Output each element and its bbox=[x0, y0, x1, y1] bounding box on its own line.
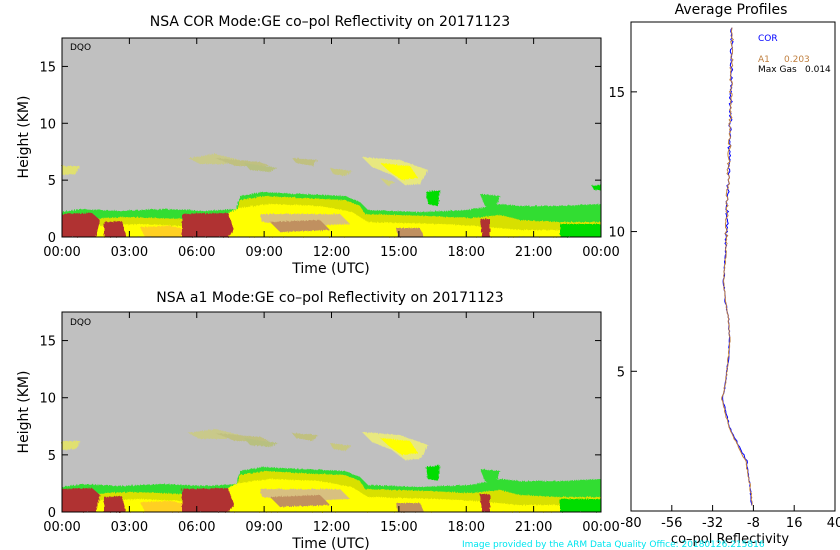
a1-x-tick-label: 06:00 bbox=[178, 520, 215, 535]
cor-x-tick-label: 00:00 bbox=[582, 245, 619, 260]
cor-panel: NSA COR Mode:GE co–pol Reflectivity on 2… bbox=[16, 14, 620, 277]
profile-plot-frame bbox=[630, 21, 836, 512]
profile-y-tick-label: 5 bbox=[617, 365, 625, 380]
cor-x-tick-label: 18:00 bbox=[448, 245, 485, 260]
profile-x-tick-label: -56 bbox=[661, 516, 682, 531]
a1-y-tick-label: 10 bbox=[39, 392, 56, 407]
profile-x-tick-label: -8 bbox=[747, 516, 760, 531]
a1-x-tick-label: 18:00 bbox=[448, 520, 485, 535]
profile-lines bbox=[721, 27, 753, 506]
a1-x-tick-label: 00:00 bbox=[582, 520, 619, 535]
a1-x-tick-label: 00:00 bbox=[43, 520, 80, 535]
a1-x-label: Time (UTC) bbox=[291, 536, 369, 550]
profile-y-tick-label: 10 bbox=[608, 226, 625, 241]
a1-title: NSA a1 Mode:GE co–pol Reflectivity on 20… bbox=[156, 290, 503, 306]
a1-y-tick-label: 15 bbox=[39, 335, 56, 350]
profile-x-tick-label: 16 bbox=[786, 516, 803, 531]
a1-echo-field bbox=[62, 429, 601, 512]
legend-a1-value: 0.203 bbox=[784, 55, 810, 65]
a1-y-tick-label: 0 bbox=[48, 506, 56, 521]
cor-y-axis: 0 5 10 15 bbox=[39, 60, 601, 246]
cor-title: NSA COR Mode:GE co–pol Reflectivity on 2… bbox=[150, 14, 510, 30]
cor-x-tick-label: 09:00 bbox=[245, 245, 282, 260]
legend-a1-label: A1 bbox=[758, 55, 770, 65]
a1-y-tick-label: 5 bbox=[48, 449, 56, 464]
cor-y-label: Height (KM) bbox=[16, 96, 32, 179]
profile-x-tick-label: 40 bbox=[827, 516, 840, 531]
profile-series-a1 bbox=[721, 27, 753, 506]
a1-y-axis: 0 5 10 15 bbox=[39, 335, 601, 521]
a1-x-tick-label: 03:00 bbox=[111, 520, 148, 535]
profile-title: Average Profiles bbox=[675, 2, 788, 18]
cor-x-label: Time (UTC) bbox=[291, 261, 369, 277]
profile-x-tick-label: -80 bbox=[620, 516, 641, 531]
a1-x-tick-label: 12:00 bbox=[313, 520, 350, 535]
cor-x-tick-label: 00:00 bbox=[43, 245, 80, 260]
cor-y-tick-label: 10 bbox=[39, 117, 56, 132]
legend-maxgas-label: Max Gas bbox=[758, 65, 797, 75]
profile-y-tick-label: 15 bbox=[608, 86, 625, 101]
cor-x-tick-label: 06:00 bbox=[178, 245, 215, 260]
cor-y-tick-label: 0 bbox=[48, 231, 56, 246]
credit-text: Image provided by the ARM Data Quality O… bbox=[462, 540, 765, 550]
cor-x-tick-label: 21:00 bbox=[515, 245, 552, 260]
a1-panel: NSA a1 Mode:GE co–pol Reflectivity on 20… bbox=[16, 290, 620, 550]
cor-y-tick-label: 5 bbox=[48, 174, 56, 189]
cor-x-axis: 00:00 03:00 06:00 09:00 12:00 15:00 18:00 21:00… bbox=[43, 38, 620, 260]
profile-x-axis: -80 -56 -32 -8 16 40 bbox=[620, 505, 840, 531]
cor-x-tick-label: 12:00 bbox=[313, 245, 350, 260]
a1-x-tick-label: 09:00 bbox=[245, 520, 282, 535]
profile-x-tick-label: -32 bbox=[702, 516, 723, 531]
legend-maxgas-value: 0.014 bbox=[805, 65, 831, 75]
profile-y-axis: 5 10 15 bbox=[608, 86, 637, 380]
cor-dqo-tag: DQO bbox=[70, 43, 91, 53]
cor-echo-field bbox=[62, 154, 601, 237]
cor-y-tick-label: 15 bbox=[39, 60, 56, 75]
cor-x-tick-label: 15:00 bbox=[380, 245, 417, 260]
cor-x-tick-label: 03:00 bbox=[111, 245, 148, 260]
a1-x-axis: 00:00 03:00 06:00 09:00 12:00 15:00 18:00 21:00… bbox=[43, 312, 620, 535]
a1-x-tick-label: 15:00 bbox=[380, 520, 417, 535]
a1-dqo-tag: DQO bbox=[70, 318, 91, 328]
a1-x-tick-label: 21:00 bbox=[515, 520, 552, 535]
profile-x-label: co–pol Reflectivity bbox=[671, 532, 789, 547]
profile-panel: Average Profiles 5 10 15 -80 -56 -32 -8 16 40 C… bbox=[608, 2, 840, 547]
a1-y-label: Height (KM) bbox=[16, 371, 32, 454]
legend-cor: COR bbox=[758, 34, 778, 44]
